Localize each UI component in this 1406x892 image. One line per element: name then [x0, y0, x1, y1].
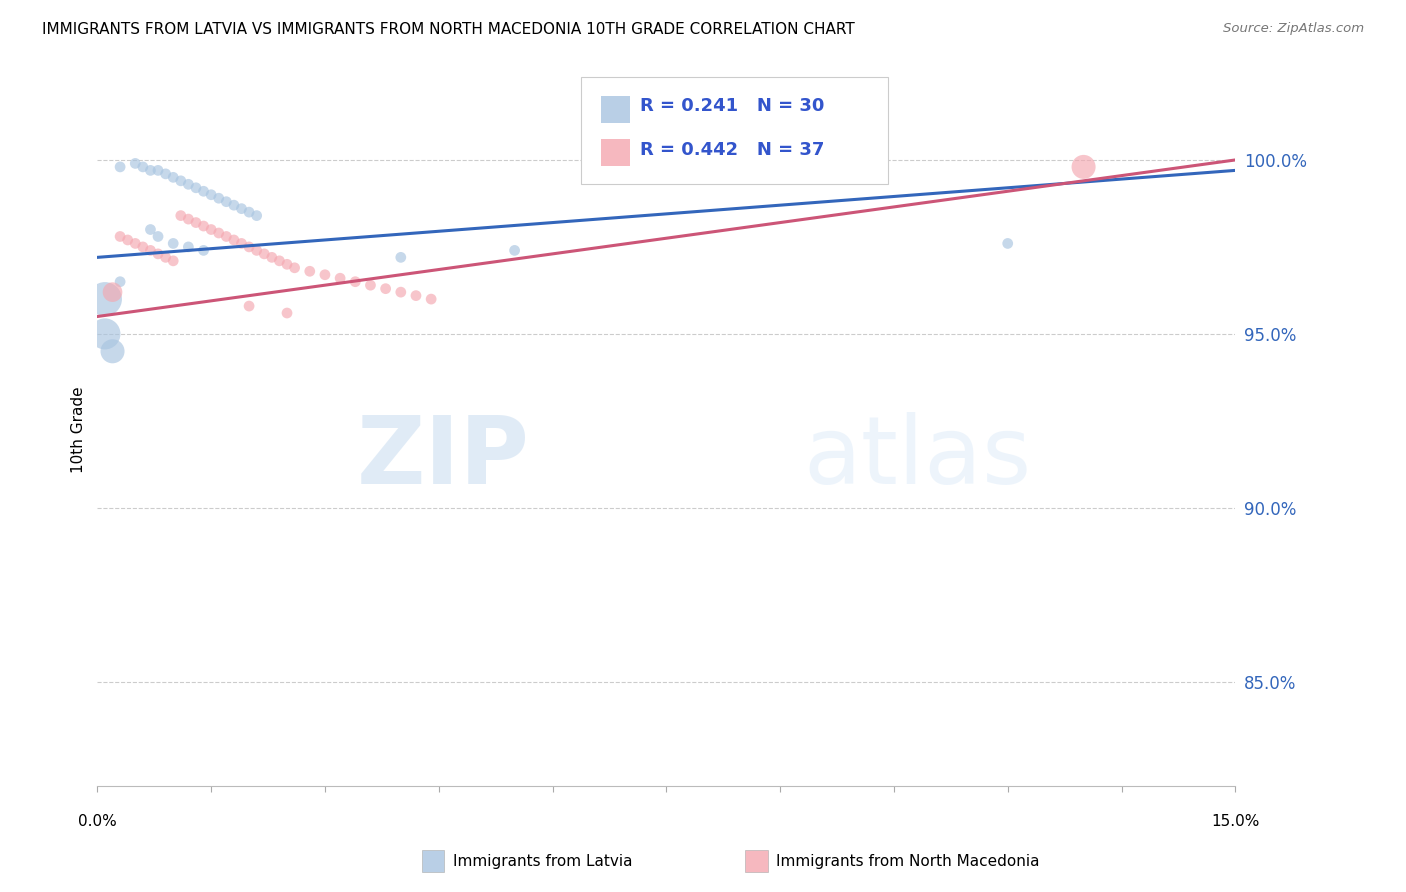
Point	[108, 229, 131, 244]
Point	[94, 326, 117, 341]
Point	[269, 253, 291, 268]
Point	[1073, 160, 1095, 174]
Point	[222, 233, 245, 247]
Point	[246, 209, 269, 223]
Point	[503, 244, 526, 258]
Point	[155, 251, 177, 265]
Point	[231, 236, 253, 251]
Point	[238, 299, 260, 313]
Point	[170, 209, 193, 223]
Point	[215, 194, 238, 209]
Point	[260, 251, 283, 265]
Point	[117, 233, 139, 247]
Point	[344, 275, 367, 289]
Point	[132, 160, 155, 174]
Text: IMMIGRANTS FROM LATVIA VS IMMIGRANTS FROM NORTH MACEDONIA 10TH GRADE CORRELATION: IMMIGRANTS FROM LATVIA VS IMMIGRANTS FRO…	[42, 22, 855, 37]
Point	[139, 163, 162, 178]
Point	[200, 222, 222, 236]
Point	[389, 251, 412, 265]
Text: Immigrants from North Macedonia: Immigrants from North Macedonia	[776, 855, 1039, 869]
Point	[94, 292, 117, 306]
Point	[162, 170, 184, 185]
Point	[170, 174, 193, 188]
Point	[208, 191, 231, 205]
Text: Immigrants from Latvia: Immigrants from Latvia	[453, 855, 633, 869]
Text: atlas: atlas	[803, 412, 1031, 504]
Point	[193, 219, 215, 233]
Point	[997, 236, 1019, 251]
Point	[184, 216, 207, 230]
Text: R = 0.442   N = 37: R = 0.442 N = 37	[640, 141, 824, 159]
Point	[359, 278, 381, 293]
Point	[184, 181, 207, 195]
Point	[139, 222, 162, 236]
Point	[231, 202, 253, 216]
Text: Source: ZipAtlas.com: Source: ZipAtlas.com	[1223, 22, 1364, 36]
Point	[193, 244, 215, 258]
Point	[132, 240, 155, 254]
Point	[374, 282, 396, 296]
Point	[276, 257, 298, 271]
Bar	[602, 95, 630, 123]
Point	[314, 268, 336, 282]
Point	[238, 205, 260, 219]
Point	[146, 229, 169, 244]
Y-axis label: 10th Grade: 10th Grade	[72, 386, 86, 473]
Text: 15.0%: 15.0%	[1211, 814, 1260, 829]
Point	[177, 212, 200, 227]
Text: 0.0%: 0.0%	[77, 814, 117, 829]
Point	[276, 306, 298, 320]
Point	[238, 240, 260, 254]
Point	[162, 236, 184, 251]
Point	[420, 292, 443, 306]
Point	[101, 344, 124, 359]
Point	[246, 244, 269, 258]
Point	[108, 160, 131, 174]
Text: R = 0.241   N = 30: R = 0.241 N = 30	[640, 97, 824, 115]
Point	[139, 244, 162, 258]
Point	[298, 264, 321, 278]
FancyBboxPatch shape	[581, 77, 889, 184]
Point	[215, 229, 238, 244]
Point	[222, 198, 245, 212]
Point	[162, 253, 184, 268]
Point	[146, 163, 169, 178]
Bar	[602, 138, 630, 166]
Point	[253, 247, 276, 261]
Text: ZIP: ZIP	[357, 412, 530, 504]
Point	[124, 156, 146, 170]
Point	[284, 260, 307, 275]
Point	[124, 236, 146, 251]
Point	[101, 285, 124, 300]
Point	[146, 247, 169, 261]
Point	[200, 187, 222, 202]
Point	[177, 178, 200, 192]
Point	[389, 285, 412, 300]
Point	[405, 288, 427, 302]
Point	[193, 184, 215, 198]
Point	[208, 226, 231, 240]
Point	[177, 240, 200, 254]
Point	[155, 167, 177, 181]
Point	[329, 271, 352, 285]
Point	[108, 275, 131, 289]
